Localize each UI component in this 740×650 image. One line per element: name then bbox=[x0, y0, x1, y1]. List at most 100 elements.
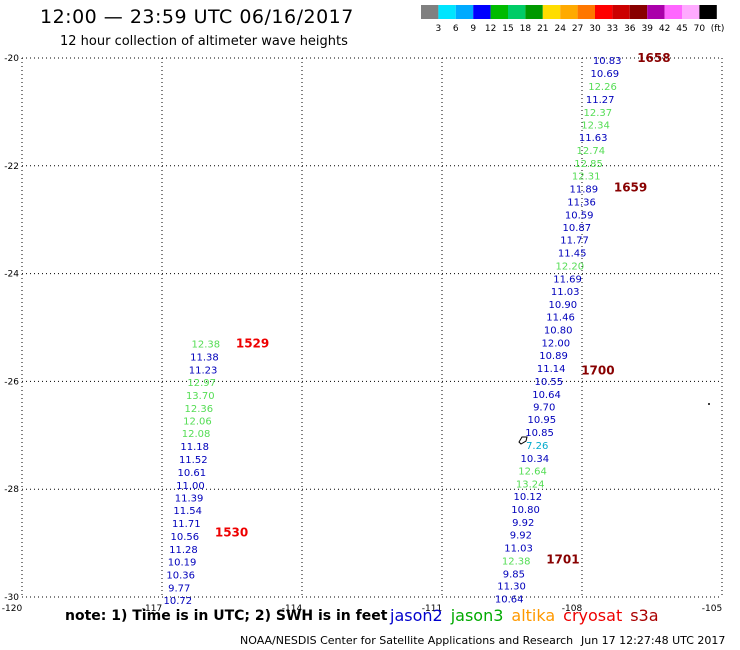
legend-label: 24 bbox=[554, 24, 566, 34]
legend-label: 39 bbox=[641, 24, 653, 34]
wave-height-label: 9.70 bbox=[533, 403, 555, 414]
wave-height-label: 11.23 bbox=[189, 366, 218, 377]
credit-line: NOAA/NESDIS Center for Satellite Applica… bbox=[240, 634, 574, 647]
legend-label: 21 bbox=[537, 24, 548, 34]
timestamp: Jun 17 12:27:48 UTC 2017 bbox=[581, 634, 726, 647]
wave-height-label: 10.12 bbox=[514, 492, 543, 503]
wave-height-label: 11.18 bbox=[180, 442, 209, 453]
wave-height-label: 12.37 bbox=[584, 108, 613, 119]
wave-height-label: 12.97 bbox=[187, 378, 216, 389]
legend-swatch bbox=[595, 5, 613, 19]
legend-swatch bbox=[473, 5, 491, 19]
legend-swatch bbox=[508, 5, 526, 19]
wave-height-label: 13.70 bbox=[186, 391, 215, 402]
satellite-jason3: jason3 bbox=[450, 606, 504, 625]
legend-swatch bbox=[560, 5, 578, 19]
wave-height-label: 12.38 bbox=[502, 556, 531, 567]
legend-label: 30 bbox=[589, 24, 601, 34]
legend-swatch bbox=[525, 5, 543, 19]
chart-grid bbox=[21, 57, 723, 598]
wave-height-label: 12.00 bbox=[542, 339, 571, 350]
y-tick-label: -24 bbox=[4, 270, 19, 280]
wave-height-label: 12.20 bbox=[556, 262, 585, 273]
wave-height-label: 11.71 bbox=[172, 519, 201, 530]
satellite-legend: jason2 jason3 altika cryosat s3a bbox=[390, 606, 667, 625]
x-tick-label: -117 bbox=[142, 604, 162, 614]
wave-height-label: 11.03 bbox=[551, 287, 580, 298]
wave-height-label: 9.85 bbox=[503, 569, 525, 580]
wave-height-label: 10.83 bbox=[593, 56, 622, 67]
wave-height-label: 10.59 bbox=[565, 210, 594, 221]
wave-height-label: 11.63 bbox=[579, 133, 608, 144]
legend-label: 18 bbox=[520, 24, 532, 34]
wave-height-label: 11.14 bbox=[537, 364, 566, 375]
wave-height-label: 12.26 bbox=[588, 82, 617, 93]
wave-height-label: 10.64 bbox=[495, 595, 524, 606]
wave-height-label: 10.64 bbox=[532, 390, 561, 401]
wave-height-label: 11.45 bbox=[558, 249, 587, 260]
wave-height-label: 11.46 bbox=[546, 313, 575, 324]
wave-height-label: 10.89 bbox=[539, 351, 568, 362]
wave-height-label: 12.34 bbox=[581, 120, 610, 131]
wave-height-label: 10.61 bbox=[178, 468, 207, 479]
wave-height-label: 11.28 bbox=[169, 545, 198, 556]
legend-label: 45 bbox=[676, 24, 687, 34]
legend-swatch bbox=[438, 5, 456, 19]
pass-time-label: 1700 bbox=[581, 364, 614, 378]
wave-height-label: 9.92 bbox=[512, 518, 534, 529]
wave-height-label: 10.80 bbox=[544, 326, 573, 337]
legend-swatch bbox=[647, 5, 665, 19]
pass-time-label: 1701 bbox=[546, 552, 579, 566]
legend-label: 6 bbox=[453, 24, 459, 34]
wave-height-label: 10.90 bbox=[549, 300, 578, 311]
legend-swatch bbox=[455, 5, 474, 19]
wave-height-label: 10.95 bbox=[528, 415, 557, 426]
wave-height-label: 12.64 bbox=[518, 466, 547, 477]
wave-height-label: 12.85 bbox=[574, 159, 603, 170]
page-title: 12:00 — 23:59 UTC 06/16/2017 bbox=[40, 6, 354, 28]
wave-height-label: 11.38 bbox=[190, 353, 219, 364]
wave-height-label: 10.69 bbox=[591, 69, 620, 80]
y-tick-label: -26 bbox=[4, 377, 19, 387]
wave-height-label: 10.80 bbox=[511, 505, 540, 516]
legend-swatch bbox=[612, 5, 630, 19]
satellite-jason2: jason2 bbox=[390, 606, 443, 625]
x-tick-label: -114 bbox=[282, 604, 303, 614]
y-tick-label: -22 bbox=[4, 162, 19, 172]
wave-height-label: 11.03 bbox=[504, 543, 533, 554]
wave-height-label: 12.06 bbox=[183, 417, 212, 428]
legend-swatch bbox=[490, 5, 508, 19]
wave-height-label: 10.56 bbox=[171, 532, 200, 543]
wave-height-label: 12.36 bbox=[185, 404, 214, 415]
satellite-altika: altika bbox=[511, 606, 556, 625]
legend-label: 9 bbox=[470, 24, 476, 34]
wave-height-label: 11.39 bbox=[175, 493, 204, 504]
wave-height-label: 11.30 bbox=[497, 582, 526, 593]
pass-time-label: 1529 bbox=[236, 337, 269, 351]
wave-height-label: 12.38 bbox=[192, 340, 221, 351]
legend-swatch bbox=[664, 5, 682, 19]
page-subtitle: 12 hour collection of altimeter wave hei… bbox=[60, 34, 348, 49]
legend-label: 12 bbox=[485, 24, 496, 34]
chart-axes: -120 -117 -114 -111 -108 -105 -20 -22 -24 -26 -28 -… bbox=[2, 54, 722, 614]
x-tick-label: -111 bbox=[422, 604, 442, 614]
pass-time-label: 1530 bbox=[215, 525, 248, 539]
satellite-s3a: s3a bbox=[630, 606, 659, 625]
wave-height-label: 11.89 bbox=[570, 184, 599, 195]
wave-height-label: 10.87 bbox=[563, 223, 592, 234]
y-tick-label: -30 bbox=[4, 593, 19, 603]
legend-unit: (ft) bbox=[711, 24, 725, 34]
wave-height-label: 10.85 bbox=[525, 428, 554, 439]
legend-label: 3 bbox=[436, 24, 442, 34]
pass-time-label: 1659 bbox=[614, 180, 647, 194]
x-tick-label: -108 bbox=[562, 604, 583, 614]
legend-label: 42 bbox=[659, 24, 670, 34]
wave-height-label: 10.36 bbox=[166, 570, 195, 581]
wave-height-label: 11.27 bbox=[586, 95, 615, 106]
wave-height-label: 11.52 bbox=[179, 455, 208, 466]
units-note: note: 1) Time is in UTC; 2) SWH is in fe… bbox=[65, 608, 388, 624]
wave-height-label: 9.77 bbox=[168, 583, 190, 594]
small-dot bbox=[708, 403, 710, 405]
legend-swatch bbox=[542, 5, 561, 19]
